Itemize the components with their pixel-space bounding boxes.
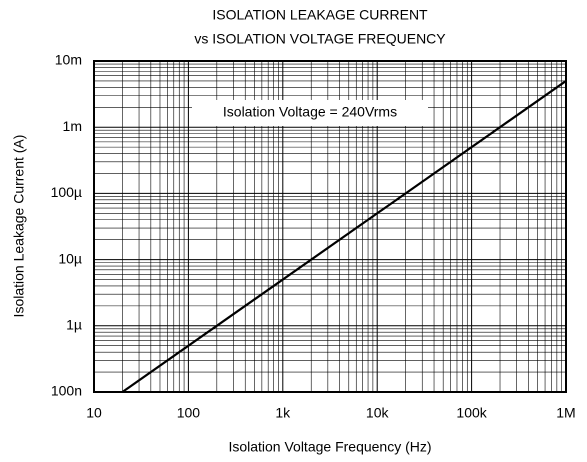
x-tick-label: 1M (556, 405, 575, 421)
chart-title: vs ISOLATION VOLTAGE FREQUENCY (194, 31, 446, 47)
x-tick-label: 100 (177, 405, 201, 421)
y-tick-label: 1m (63, 118, 82, 134)
y-tick-label: 100n (51, 383, 82, 399)
x-tick-label: 1k (275, 405, 291, 421)
plot-frame (93, 60, 567, 393)
y-tick-label: 10µ (58, 250, 82, 266)
y-tick-label: 100µ (51, 184, 82, 200)
y-tick-label: 10m (55, 52, 82, 68)
x-tick-label: 10 (86, 405, 102, 421)
x-axis-label: Isolation Voltage Frequency (Hz) (228, 439, 431, 455)
x-tick-label: 10k (366, 405, 390, 421)
data-line (121, 80, 567, 393)
chart-title: ISOLATION LEAKAGE CURRENT (212, 7, 428, 23)
y-tick-label: 1µ (66, 317, 82, 333)
y-axis-label: Isolation Leakage Current (A) (11, 135, 27, 318)
x-tick-label: 100k (456, 405, 487, 421)
annotation-box (192, 100, 428, 126)
annotation: Isolation Voltage = 240Vrms (223, 104, 397, 120)
